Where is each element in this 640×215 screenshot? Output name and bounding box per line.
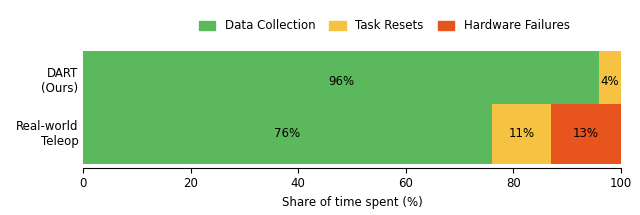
Bar: [492, 104, 551, 164]
Legend: Data Collection, Task Resets, Hardware Failures: Data Collection, Task Resets, Hardware F…: [198, 20, 570, 32]
X-axis label: Share of time spent (%): Share of time spent (%): [282, 196, 422, 209]
Text: 76%: 76%: [275, 127, 301, 140]
Text: 4%: 4%: [601, 75, 620, 88]
Bar: [551, 104, 621, 164]
Text: 11%: 11%: [508, 127, 534, 140]
Bar: [599, 51, 621, 111]
Bar: [83, 51, 599, 111]
Text: 96%: 96%: [328, 75, 355, 88]
Text: 13%: 13%: [573, 127, 599, 140]
Bar: [83, 104, 492, 164]
